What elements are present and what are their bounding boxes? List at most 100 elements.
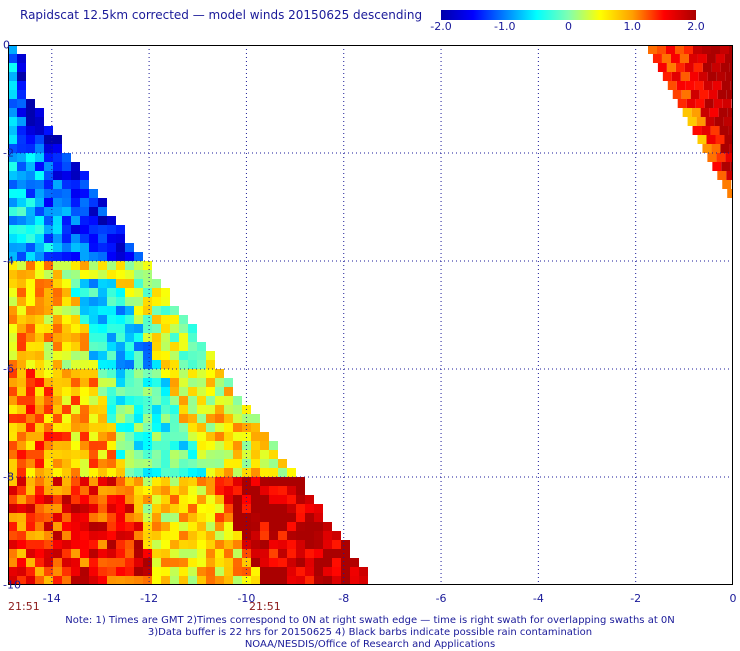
heatmap-cell [143, 549, 152, 558]
heatmap-cell [215, 549, 224, 558]
heatmap-cell [35, 432, 44, 441]
heatmap-cell [98, 477, 107, 486]
heatmap-cell [17, 567, 26, 576]
heatmap-cell [89, 324, 98, 333]
heatmap-cell [296, 531, 305, 540]
heatmap-cell [8, 459, 17, 468]
heatmap-cell [8, 126, 17, 135]
heatmap-cell [116, 243, 125, 252]
heatmap-cell [62, 576, 71, 585]
heatmap-cell [224, 432, 233, 441]
heatmap-cell [35, 135, 44, 144]
heatmap-cell [89, 441, 98, 450]
heatmap-cell [682, 108, 692, 117]
heatmap-cell [152, 360, 161, 369]
heatmap-cell [89, 252, 98, 261]
heatmap-cell [278, 513, 287, 522]
footnotes: Note: 1) Times are GMT 2)Times correspon… [0, 615, 740, 651]
heatmap-cell [8, 342, 17, 351]
map-title: Rapidscat 12.5km corrected — model winds… [20, 8, 423, 22]
heatmap-cell [125, 333, 134, 342]
heatmap-cell [161, 450, 170, 459]
heatmap-cell [179, 396, 188, 405]
heatmap-cell [152, 369, 161, 378]
heatmap-cell [116, 513, 125, 522]
heatmap-cell [260, 567, 269, 576]
heatmap-cell [215, 567, 224, 576]
colorbar-tick-label: 0 [565, 20, 572, 33]
heatmap-cell [80, 315, 89, 324]
heatmap-cell [143, 504, 152, 513]
heatmap-cell [215, 387, 224, 396]
heatmap-cell [242, 531, 251, 540]
heatmap-cell [206, 468, 215, 477]
heatmap-cell [224, 567, 233, 576]
heatmap-cell [62, 153, 71, 162]
heatmap-cell [179, 333, 188, 342]
heatmap-cell [71, 468, 80, 477]
heatmap-cell [179, 387, 188, 396]
heatmap-cell [62, 261, 71, 270]
heatmap-cell [179, 567, 188, 576]
heatmap-cell [17, 288, 26, 297]
heatmap-cell [152, 405, 161, 414]
heatmap-cell [98, 243, 107, 252]
heatmap-cell [359, 567, 368, 576]
heatmap-cell [197, 486, 206, 495]
heatmap-cell [170, 522, 179, 531]
heatmap-cell [98, 234, 107, 243]
heatmap-cell [170, 315, 179, 324]
heatmap-cell [17, 333, 26, 342]
heatmap-cell [134, 324, 143, 333]
heatmap-cell [206, 351, 215, 360]
heatmap-cell [152, 414, 161, 423]
heatmap-cell [80, 252, 89, 261]
heatmap-cell [17, 369, 26, 378]
heatmap-cell [215, 450, 224, 459]
heatmap-cell [17, 558, 26, 567]
heatmap-cell [53, 297, 62, 306]
heatmap-cell [17, 144, 26, 153]
heatmap-cell [17, 162, 26, 171]
heatmap-cell [729, 144, 733, 153]
heatmap-cell [161, 414, 170, 423]
heatmap-cell [296, 576, 305, 585]
heatmap-cell [305, 567, 314, 576]
heatmap-cell [62, 459, 71, 468]
heatmap-cell [197, 558, 206, 567]
heatmap-cell [8, 243, 17, 252]
heatmap-cell [161, 441, 170, 450]
heatmap-cell [224, 405, 233, 414]
heatmap-cell [188, 405, 197, 414]
latitude-tick-label: -4 [3, 254, 14, 268]
heatmap-cell [89, 270, 98, 279]
heatmap-cell [666, 45, 675, 54]
heatmap-cell [693, 45, 702, 54]
heatmap-cell [44, 162, 53, 171]
heatmap-cell [179, 441, 188, 450]
heatmap-cell [323, 522, 332, 531]
heatmap-cell [161, 351, 170, 360]
heatmap-cell [35, 279, 44, 288]
heatmap-cell [98, 261, 107, 270]
heatmap-cell [107, 459, 116, 468]
heatmap-cell [188, 468, 197, 477]
heatmap-cell [116, 432, 125, 441]
heatmap-cell [269, 522, 278, 531]
heatmap-cell [107, 387, 116, 396]
heatmap-cell [206, 414, 215, 423]
heatmap-cell [713, 99, 723, 108]
heatmap-cell [89, 306, 98, 315]
heatmap-cell [242, 450, 251, 459]
heatmap-cell [323, 540, 332, 549]
heatmap-cell [107, 270, 116, 279]
heatmap-cell [8, 450, 17, 459]
heatmap-cell [728, 126, 733, 135]
heatmap-cell [53, 342, 62, 351]
heatmap-cell [125, 387, 134, 396]
heatmap-cell [62, 225, 71, 234]
heatmap-cell [215, 396, 224, 405]
heatmap-cell [116, 288, 125, 297]
heatmap-cell [698, 72, 708, 81]
heatmap-cell [8, 54, 17, 63]
